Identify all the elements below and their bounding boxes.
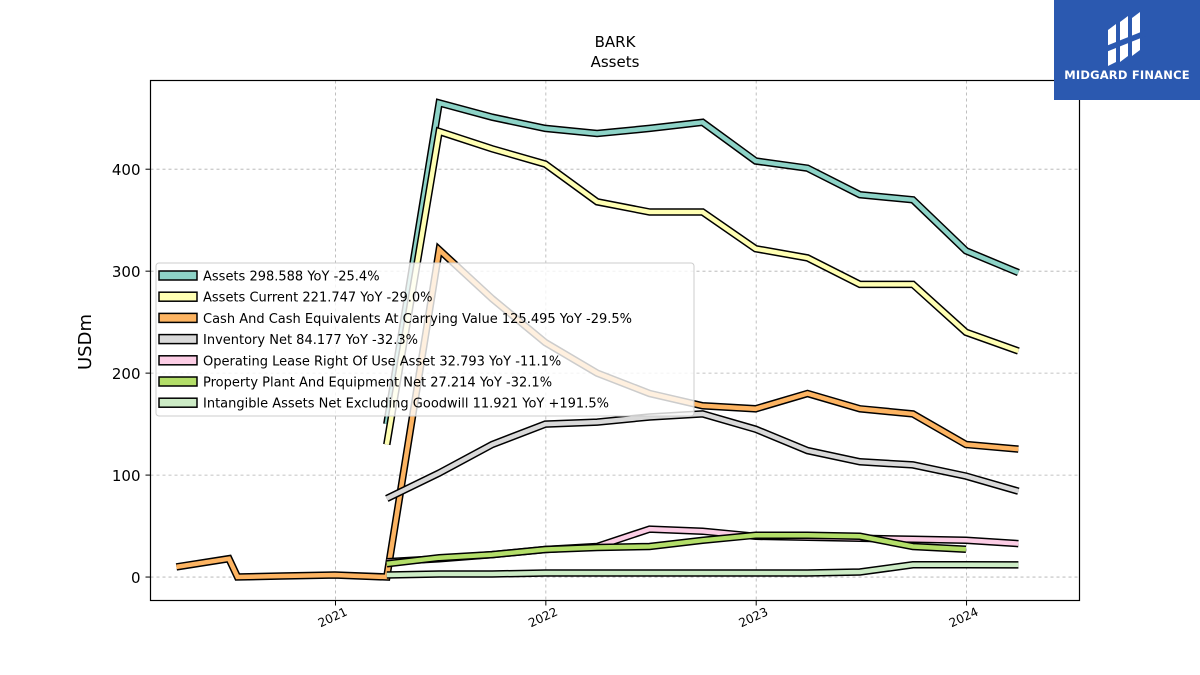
legend-entry-label: Assets 298.588 YoY -25.4%	[203, 270, 380, 285]
series-line	[384, 128, 1020, 445]
legend-entry-label: Inventory Net 84.177 YoY -32.3%	[203, 333, 418, 348]
legend-swatch	[158, 333, 198, 345]
legend-swatch	[158, 312, 198, 324]
legend-swatch	[158, 291, 198, 302]
brand-mark-icon	[1106, 12, 1146, 66]
legend-entry-label: Intangible Assets Net Excluding Goodwill…	[203, 397, 609, 412]
series-line	[386, 532, 967, 567]
brand-name: MIDGARD FINANCE	[1064, 68, 1190, 82]
legend-entry-label: Assets Current 221.747 YoY -29.0%	[203, 291, 433, 306]
legend-entry-label: Operating Lease Right Of Use Asset 32.79…	[203, 354, 561, 369]
y-axis-label: USDm	[75, 314, 96, 370]
x-tick-label: 2022	[526, 605, 560, 631]
series-line	[386, 562, 1019, 578]
y-tick-label: 100	[112, 467, 141, 485]
plot-frame	[149, 79, 1081, 602]
legend-swatch	[158, 355, 198, 366]
legend-entry-label: Property Plant And Equipment Net 27.214 …	[203, 376, 552, 391]
series-line	[384, 100, 1020, 425]
series-line	[385, 411, 1020, 501]
y-tick-label: 200	[112, 365, 141, 383]
legend-swatch	[158, 376, 198, 387]
y-tick-label: 0	[131, 569, 141, 587]
legend-swatch	[158, 270, 198, 281]
x-tick-label: 2023	[737, 605, 771, 631]
x-tick-label: 2024	[947, 605, 981, 631]
legend: Assets 298.588 YoY -25.4% Assets Current …	[155, 262, 695, 417]
series-line-outline	[385, 410, 1020, 502]
brand-logo: MIDGARD FINANCE	[1054, 0, 1200, 100]
y-tick-label: 400	[112, 161, 141, 179]
legend-entry-label: Cash And Cash Equivalents At Carrying Va…	[203, 312, 632, 327]
legend-swatch	[158, 397, 198, 408]
legend-box	[155, 262, 695, 417]
chart-subtitle: Assets	[591, 53, 640, 71]
chart-title: BARK	[595, 33, 637, 51]
x-tick-label: 2021	[316, 605, 350, 631]
y-tick-label: 300	[112, 263, 141, 281]
